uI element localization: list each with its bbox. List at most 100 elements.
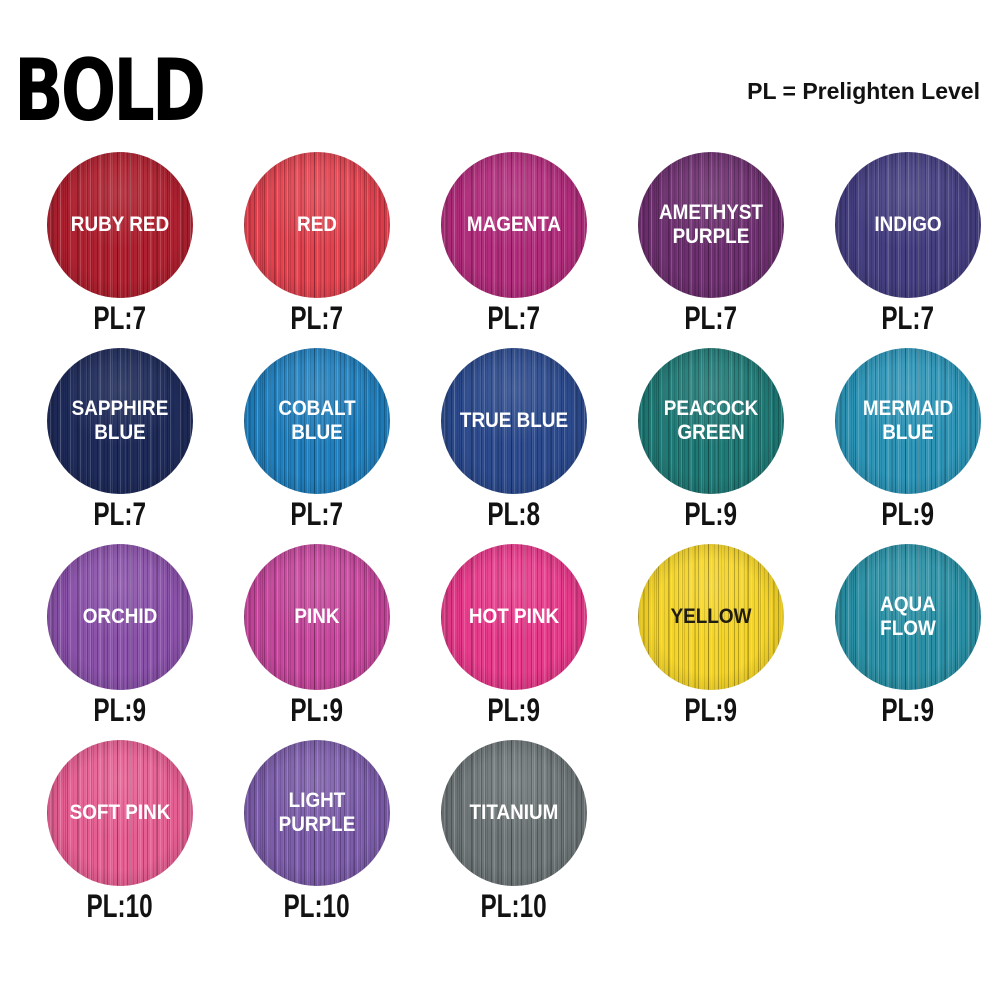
swatch-circle: YELLOW (637, 544, 784, 690)
swatch-circle: SOFT PINK (46, 740, 193, 886)
swatch-peacock-green: PEACOCK GREEN PL:9 (612, 348, 809, 544)
swatch-circle: SAPPHIRE BLUE (46, 348, 193, 494)
swatch-sapphire-blue: SAPPHIRE BLUE PL:7 (21, 348, 218, 544)
swatch-pl-label: PL:10 (86, 888, 153, 924)
swatch-name-line: LIGHT (288, 789, 345, 813)
swatch-titanium: TITANIUM PL:10 (415, 740, 612, 936)
swatch-mermaid-blue: MERMAID BLUE PL:9 (809, 348, 1000, 544)
swatch-pl-label: PL:9 (487, 692, 540, 728)
swatch-circle: COBALT BLUE (243, 348, 390, 494)
swatch-ruby-red: RUBY RED PL:7 (21, 152, 218, 348)
swatch-soft-pink: SOFT PINK PL:10 (21, 740, 218, 936)
swatch-pl-label: PL:9 (93, 692, 146, 728)
swatch-name-line: ORCHID (82, 605, 157, 629)
swatch-circle: RED (243, 152, 390, 298)
swatch-pl-label: PL:9 (684, 692, 737, 728)
swatch-name-line: BLUE (93, 421, 146, 444)
swatch-name: COBALT BLUE (254, 397, 380, 444)
swatch-circle: AQUA FLOW (834, 544, 981, 690)
swatch-pl-label: PL:10 (480, 888, 547, 924)
page-title: BOLD (14, 41, 206, 141)
swatch-circle: AMETHYST PURPLE (637, 152, 784, 298)
swatch-name: MAGENTA (451, 213, 577, 237)
swatch-name: HOT PINK (451, 605, 577, 629)
swatch-pl-label: PL:9 (684, 496, 737, 532)
swatch-indigo: INDIGO PL:7 (809, 152, 1000, 348)
swatch-name-line: PURPLE (672, 225, 749, 248)
swatch-name-line: RED (296, 213, 337, 237)
swatch-pl-label: PL:7 (290, 300, 343, 336)
swatch-circle: TRUE BLUE (440, 348, 587, 494)
swatch-aqua-flow: AQUA FLOW PL:9 (809, 544, 1000, 740)
swatch-circle: ORCHID (46, 544, 193, 690)
swatch-circle: HOT PINK (440, 544, 587, 690)
swatch-name-line: BLUE (881, 421, 934, 444)
swatch-pl-label: PL:7 (684, 300, 737, 336)
swatch-pl-label: PL:9 (290, 692, 343, 728)
swatch-pink: PINK PL:9 (218, 544, 415, 740)
swatch-name-line: PINK (293, 605, 340, 629)
swatch-circle: MERMAID BLUE (834, 348, 981, 494)
swatch-name: PEACOCK GREEN (648, 397, 774, 444)
swatch-pl-label: PL:9 (881, 496, 934, 532)
swatch-magenta: MAGENTA PL:7 (415, 152, 612, 348)
swatch-name-line: FLOW (879, 617, 936, 640)
swatch-grid: RUBY RED PL:7 RED PL:7 MAGENTA PL:7 AMET… (21, 152, 1000, 936)
swatch-name-line: AMETHYST (658, 201, 763, 225)
swatch-name: TITANIUM (451, 801, 577, 825)
swatch-true-blue: TRUE BLUE PL:8 (415, 348, 612, 544)
swatch-circle: TITANIUM (440, 740, 587, 886)
swatch-name-line: PURPLE (278, 813, 355, 836)
swatch-pl-label: PL:8 (487, 496, 540, 532)
swatch-yellow: YELLOW PL:9 (612, 544, 809, 740)
swatch-light-purple: LIGHT PURPLE PL:10 (218, 740, 415, 936)
swatch-name: MERMAID BLUE (845, 397, 971, 444)
swatch-pl-label: PL:7 (290, 496, 343, 532)
swatch-name-line: YELLOW (670, 605, 751, 629)
swatch-pl-label: PL:7 (881, 300, 934, 336)
swatch-red: RED PL:7 (218, 152, 415, 348)
swatch-name: PINK (254, 605, 380, 629)
swatch-name: ORCHID (57, 605, 183, 629)
swatch-name: SAPPHIRE BLUE (57, 397, 183, 444)
swatch-circle: PINK (243, 544, 390, 690)
swatch-circle: RUBY RED (46, 152, 193, 298)
swatch-name: AMETHYST PURPLE (648, 201, 774, 248)
swatch-name-line: TITANIUM (469, 801, 558, 825)
swatch-circle: PEACOCK GREEN (637, 348, 784, 494)
swatch-name-line: AQUA (879, 593, 936, 617)
swatch-name-line: MERMAID (862, 397, 953, 421)
swatch-name: AQUA FLOW (845, 593, 971, 640)
swatch-name-line: TRUE BLUE (459, 409, 568, 433)
swatch-name: TRUE BLUE (451, 409, 577, 433)
swatch-name-line: BLUE (290, 421, 343, 444)
swatch-name: LIGHT PURPLE (254, 789, 380, 836)
swatch-name-line: MAGENTA (466, 213, 561, 237)
swatch-pl-label: PL:9 (881, 692, 934, 728)
swatch-pl-label: PL:10 (283, 888, 350, 924)
swatch-name-line: RUBY RED (70, 213, 169, 237)
swatch-amethyst-purple: AMETHYST PURPLE PL:7 (612, 152, 809, 348)
swatch-name: INDIGO (845, 213, 971, 237)
swatch-circle: INDIGO (834, 152, 981, 298)
swatch-cobalt-blue: COBALT BLUE PL:7 (218, 348, 415, 544)
swatch-orchid: ORCHID PL:9 (21, 544, 218, 740)
swatch-name: RUBY RED (57, 213, 183, 237)
swatch-name-line: PEACOCK (663, 397, 758, 421)
prelighten-legend: PL = Prelighten Level (747, 78, 980, 104)
swatch-name-line: INDIGO (873, 213, 942, 237)
swatch-name: YELLOW (648, 605, 774, 629)
swatch-name-line: HOT PINK (468, 605, 559, 629)
swatch-name: RED (254, 213, 380, 237)
swatch-name-line: GREEN (676, 421, 745, 444)
swatch-pl-label: PL:7 (487, 300, 540, 336)
swatch-hot-pink: HOT PINK PL:9 (415, 544, 612, 740)
swatch-circle: MAGENTA (440, 152, 587, 298)
swatch-pl-label: PL:7 (93, 300, 146, 336)
swatch-name-line: SOFT PINK (69, 801, 170, 825)
swatch-name: SOFT PINK (57, 801, 183, 825)
swatch-name-line: SAPPHIRE (71, 397, 168, 421)
swatch-circle: LIGHT PURPLE (243, 740, 390, 886)
swatch-name-line: COBALT (277, 397, 356, 421)
swatch-pl-label: PL:7 (93, 496, 146, 532)
